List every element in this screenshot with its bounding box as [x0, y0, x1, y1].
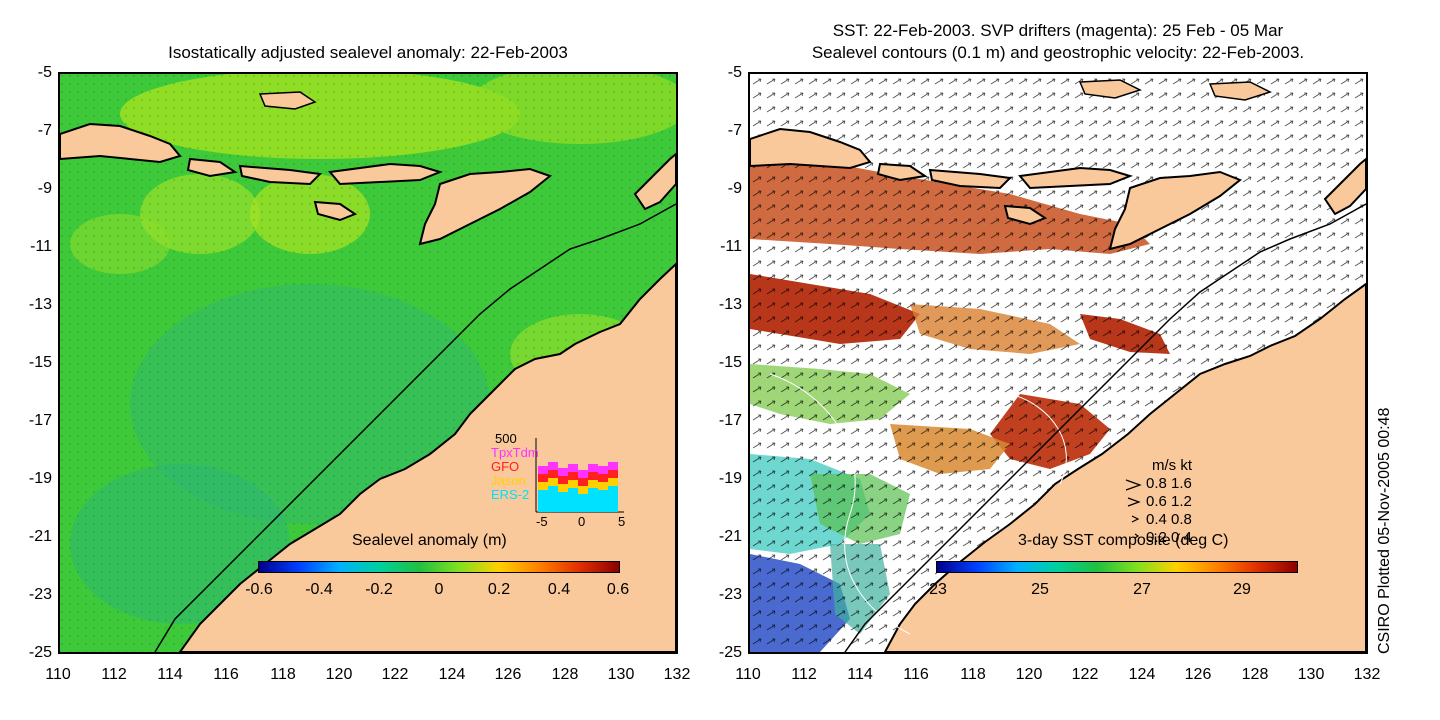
x-tick-left: 114: [157, 666, 183, 683]
satellite-histogram: [535, 438, 624, 513]
speed-legend-header: m/s kt: [1152, 457, 1192, 474]
y-tick-right: -25: [718, 644, 742, 661]
left-colorbar-label: -0.2: [365, 581, 393, 598]
x-tick-left: 132: [663, 666, 691, 683]
y-tick-right: -9: [727, 180, 742, 197]
x-tick-right: 116: [903, 666, 929, 683]
y-tick-left: -7: [37, 122, 52, 139]
speed-legend-arrows: [1125, 479, 1142, 539]
left-colorbar-title: Sealevel anomaly (m): [352, 532, 507, 549]
y-tick-left: -21: [28, 528, 52, 545]
plot-credit: CSIRO Plotted 05-Nov-2005 00:48: [1376, 407, 1393, 654]
y-tick-left: -13: [28, 296, 52, 313]
y-tick-right: -23: [718, 586, 742, 603]
left-colorbar-label: 0: [434, 581, 444, 598]
x-tick-left: 116: [213, 666, 239, 683]
y-tick-left: -23: [28, 586, 52, 603]
y-tick-right: -5: [727, 64, 742, 81]
speed-legend-row: 0.6 1.2: [1146, 493, 1192, 510]
y-tick-right: -17: [718, 412, 742, 429]
x-tick-left: 130: [607, 666, 635, 683]
right-colorbar-label: 29: [1233, 581, 1251, 598]
x-tick-left: 110: [45, 666, 71, 683]
x-tick-left: 128: [551, 666, 579, 683]
histogram-ymax-label: 500: [495, 431, 517, 446]
x-tick-left: 124: [438, 666, 466, 683]
y-tick-right: -19: [718, 470, 742, 487]
x-tick-right: 118: [960, 666, 986, 683]
speed-legend-row: 0.2 0.4: [1146, 529, 1192, 546]
x-tick-left: 118: [270, 666, 296, 683]
speed-legend-row: 0.8 1.6: [1146, 475, 1192, 492]
right-colorbar-title: 3-day SST composite (deg C): [1018, 532, 1229, 549]
x-tick-left: 112: [101, 666, 127, 683]
y-tick-left: -11: [30, 238, 52, 255]
y-tick-left: -19: [28, 470, 52, 487]
x-tick-right: 128: [1241, 666, 1269, 683]
y-tick-right: -7: [727, 122, 742, 139]
histogram-xlabel-min: -5: [536, 514, 548, 529]
x-tick-left: 122: [381, 666, 409, 683]
x-tick-right: 130: [1297, 666, 1325, 683]
histogram-legend-tpxtdm: TpxTdm: [491, 445, 539, 460]
y-tick-right: -15: [718, 354, 742, 371]
sst-velocity-map: [750, 74, 1366, 652]
right-panel-title-line1: SST: 22-Feb-2003. SVP drifters (magenta)…: [832, 21, 1284, 40]
y-tick-right: -21: [718, 528, 742, 545]
y-tick-left: -15: [28, 354, 52, 371]
histogram-xlabel-zero: 0: [578, 514, 586, 529]
x-tick-right: 120: [1015, 666, 1043, 683]
sealevel-anomaly-map: [60, 74, 676, 652]
histogram-bars: [538, 462, 618, 512]
x-tick-right: 112: [791, 666, 817, 683]
left-colorbar-label: -0.6: [245, 581, 273, 598]
y-tick-left: -9: [37, 180, 52, 197]
y-tick-right: -13: [718, 296, 742, 313]
y-tick-left: -25: [28, 644, 52, 661]
left-colorbar: [258, 561, 620, 573]
left-map-panel: [58, 72, 678, 654]
x-tick-left: 120: [325, 666, 353, 683]
x-tick-right: 110: [735, 666, 761, 683]
right-panel-title-line2: Sealevel contours (0.1 m) and geostrophi…: [811, 43, 1305, 62]
left-panel-title: Isostatically adjusted sealevel anomaly:…: [168, 43, 568, 62]
histogram-legend-jason: Jason: [491, 473, 526, 488]
left-colorbar-label: 0.2: [487, 581, 511, 598]
x-tick-right: 126: [1184, 666, 1212, 683]
satellite-histogram-inset: [490, 430, 640, 525]
right-colorbar-label: 23: [929, 581, 947, 598]
x-tick-left: 126: [494, 666, 522, 683]
histogram-legend-ers2: ERS-2: [491, 487, 530, 502]
histogram-legend-gfo: GFO: [491, 459, 520, 474]
left-colorbar-label: 0.6: [606, 581, 630, 598]
x-tick-right: 122: [1071, 666, 1099, 683]
right-map-panel: [748, 72, 1368, 654]
left-colorbar-label: 0.4: [547, 581, 571, 598]
x-tick-right: 132: [1353, 666, 1381, 683]
right-colorbar-label: 27: [1133, 581, 1151, 598]
y-tick-right: -11: [720, 238, 742, 255]
y-tick-left: -5: [37, 64, 52, 81]
right-colorbar: [936, 561, 1298, 573]
speed-legend-row: 0.4 0.8: [1146, 511, 1192, 528]
y-tick-left: -17: [28, 412, 52, 429]
x-tick-right: 124: [1128, 666, 1156, 683]
right-colorbar-label: 25: [1031, 581, 1049, 598]
histogram-xlabel-max: 5: [618, 514, 626, 529]
left-colorbar-label: -0.4: [305, 581, 333, 598]
x-tick-right: 114: [847, 666, 873, 683]
